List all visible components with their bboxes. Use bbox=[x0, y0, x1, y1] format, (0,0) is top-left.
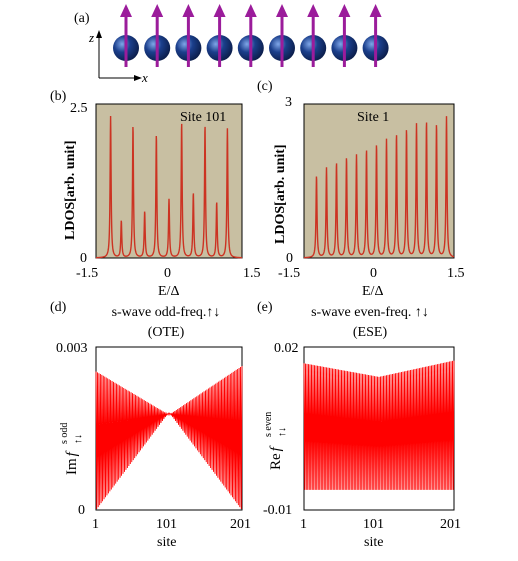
panel-b-xlabel: E/Δ bbox=[158, 284, 179, 299]
ylabel-im: Im bbox=[64, 458, 80, 475]
panel-c-xtick-mid: 0 bbox=[370, 266, 377, 281]
panel-b-ytick-bottom: 0 bbox=[80, 251, 87, 266]
ylabel-re: Re bbox=[268, 453, 284, 470]
panel-c-label: (c) bbox=[257, 79, 273, 94]
panel-d-xtick-mid: 101 bbox=[156, 517, 177, 532]
panel-b-xtick-left: -1.5 bbox=[76, 266, 98, 281]
spin-site bbox=[300, 4, 327, 67]
panel-a: (a) z x bbox=[74, 4, 389, 85]
spin-arrow-up-icon bbox=[276, 4, 288, 17]
panel-b-xtick-mid: 0 bbox=[164, 266, 171, 281]
axis-z-label: z bbox=[88, 30, 94, 45]
panel-d-label: (d) bbox=[50, 300, 67, 315]
panel-d: (d) s-wave odd-freq.↑↓ (OTE) 0.003 0 1 1… bbox=[50, 300, 251, 550]
panel-d-subtitle: (OTE) bbox=[148, 325, 185, 340]
panel-d-ylabel: Im f s odd ↑↓ bbox=[59, 423, 84, 475]
panel-e-ylabel-main: Re f bbox=[268, 445, 284, 470]
f-oscillation-line bbox=[95, 366, 243, 510]
panel-d-ytick-bottom: 0 bbox=[78, 503, 85, 518]
panel-e-xlabel: site bbox=[364, 535, 383, 550]
panel-b: (b) Site 101 2.5 0 -1.5 0 1.5 E/Δ LDOS[a… bbox=[50, 89, 261, 299]
panel-e-ytick-bottom: -0.01 bbox=[263, 503, 292, 518]
spin-site bbox=[175, 4, 202, 67]
spin-arrow-up-icon bbox=[307, 4, 320, 17]
spin-arrow-up-icon bbox=[213, 4, 226, 17]
panel-c-plot-area bbox=[303, 103, 455, 259]
ldos-line bbox=[96, 116, 243, 259]
panel-e-xtick-right: 201 bbox=[440, 517, 461, 532]
panel-e-re-f-curve bbox=[303, 360, 455, 490]
panel-b-annotation: Site 101 bbox=[180, 110, 226, 125]
spin-site bbox=[362, 4, 389, 67]
panel-a-label: (a) bbox=[74, 11, 90, 26]
panel-d-ylabel-main: Im f bbox=[64, 450, 80, 475]
panel-b-label: (b) bbox=[50, 89, 67, 104]
panel-e-ylabel-sub: ↑↓ bbox=[277, 427, 288, 437]
panel-e-label: (e) bbox=[257, 300, 273, 315]
panel-d-ylabel-sub: ↑↓ bbox=[73, 434, 84, 444]
panel-c-ytick-bottom: 0 bbox=[286, 251, 293, 266]
spin-chain bbox=[113, 4, 389, 67]
ldos-line bbox=[303, 116, 455, 259]
panel-d-ylabel-sup: s odd bbox=[59, 423, 70, 444]
spin-site bbox=[206, 4, 233, 67]
panel-c: (c) Site 1 3 0 -1.5 0 1.5 E/Δ LDOS[arb. … bbox=[257, 79, 465, 299]
panel-d-xtick-left: 1 bbox=[92, 517, 99, 532]
panel-c-annotation: Site 1 bbox=[357, 110, 389, 125]
spin-arrow-up-icon bbox=[182, 4, 195, 17]
panel-d-xtick-right: 201 bbox=[230, 517, 251, 532]
ylabel-f: f bbox=[64, 450, 80, 456]
panel-c-xtick-left: -1.5 bbox=[278, 266, 300, 281]
panel-c-ldos-curve bbox=[303, 116, 455, 259]
panel-d-title: s-wave odd-freq.↑↓ bbox=[112, 305, 221, 320]
panel-e-subtitle: (ESE) bbox=[353, 325, 388, 340]
panel-e-xtick-mid: 101 bbox=[363, 517, 384, 532]
spin-site bbox=[269, 4, 295, 67]
spin-arrow-up-icon bbox=[369, 4, 382, 17]
spin-arrow-up-icon bbox=[120, 4, 132, 17]
ylabel-f: f bbox=[268, 445, 284, 451]
panel-b-plot-area bbox=[95, 103, 243, 259]
panel-e-ylabel-sup: s even bbox=[263, 412, 274, 437]
panel-d-ytick-top: 0.003 bbox=[56, 341, 88, 356]
panel-c-ytick-top: 3 bbox=[285, 95, 292, 110]
panel-e-title: s-wave even-freq. ↑↓ bbox=[311, 305, 429, 320]
ylabel-bold: LDOS[arb. unit] bbox=[273, 144, 288, 244]
panel-e-ylabel: Re f s even ↑↓ bbox=[263, 412, 288, 470]
ylabel-bold: LDOS[arb. unit] bbox=[63, 140, 78, 240]
coordinate-axes-icon bbox=[96, 30, 142, 81]
panel-b-ldos-curve bbox=[96, 116, 243, 259]
panel-e-xtick-left: 1 bbox=[300, 517, 307, 532]
panel-c-ylabel: LDOS[arb. unit] bbox=[273, 144, 288, 244]
spin-site bbox=[331, 4, 358, 67]
panel-c-xlabel: E/Δ bbox=[362, 284, 383, 299]
panel-b-ytick-top: 2.5 bbox=[70, 101, 88, 116]
panel-d-xlabel: site bbox=[157, 535, 176, 550]
panel-b-xtick-right: 1.5 bbox=[243, 266, 261, 281]
f-oscillation-line bbox=[303, 360, 455, 490]
spin-arrow-up-icon bbox=[244, 4, 257, 17]
panel-e-ytick-top: 0.02 bbox=[274, 341, 299, 356]
spin-site bbox=[113, 4, 139, 67]
panel-d-im-f-curve bbox=[95, 366, 243, 510]
spin-site bbox=[144, 4, 171, 67]
spin-arrow-up-icon bbox=[338, 4, 351, 17]
panel-b-ylabel: LDOS[arb. unit] bbox=[63, 140, 78, 240]
spin-site bbox=[237, 4, 264, 67]
axis-x-label: x bbox=[141, 70, 148, 85]
spin-arrow-up-icon bbox=[151, 4, 164, 17]
panel-c-xtick-right: 1.5 bbox=[447, 266, 465, 281]
panel-e: (e) s-wave even-freq. ↑↓ (ESE) 0.02 -0.0… bbox=[257, 300, 461, 550]
